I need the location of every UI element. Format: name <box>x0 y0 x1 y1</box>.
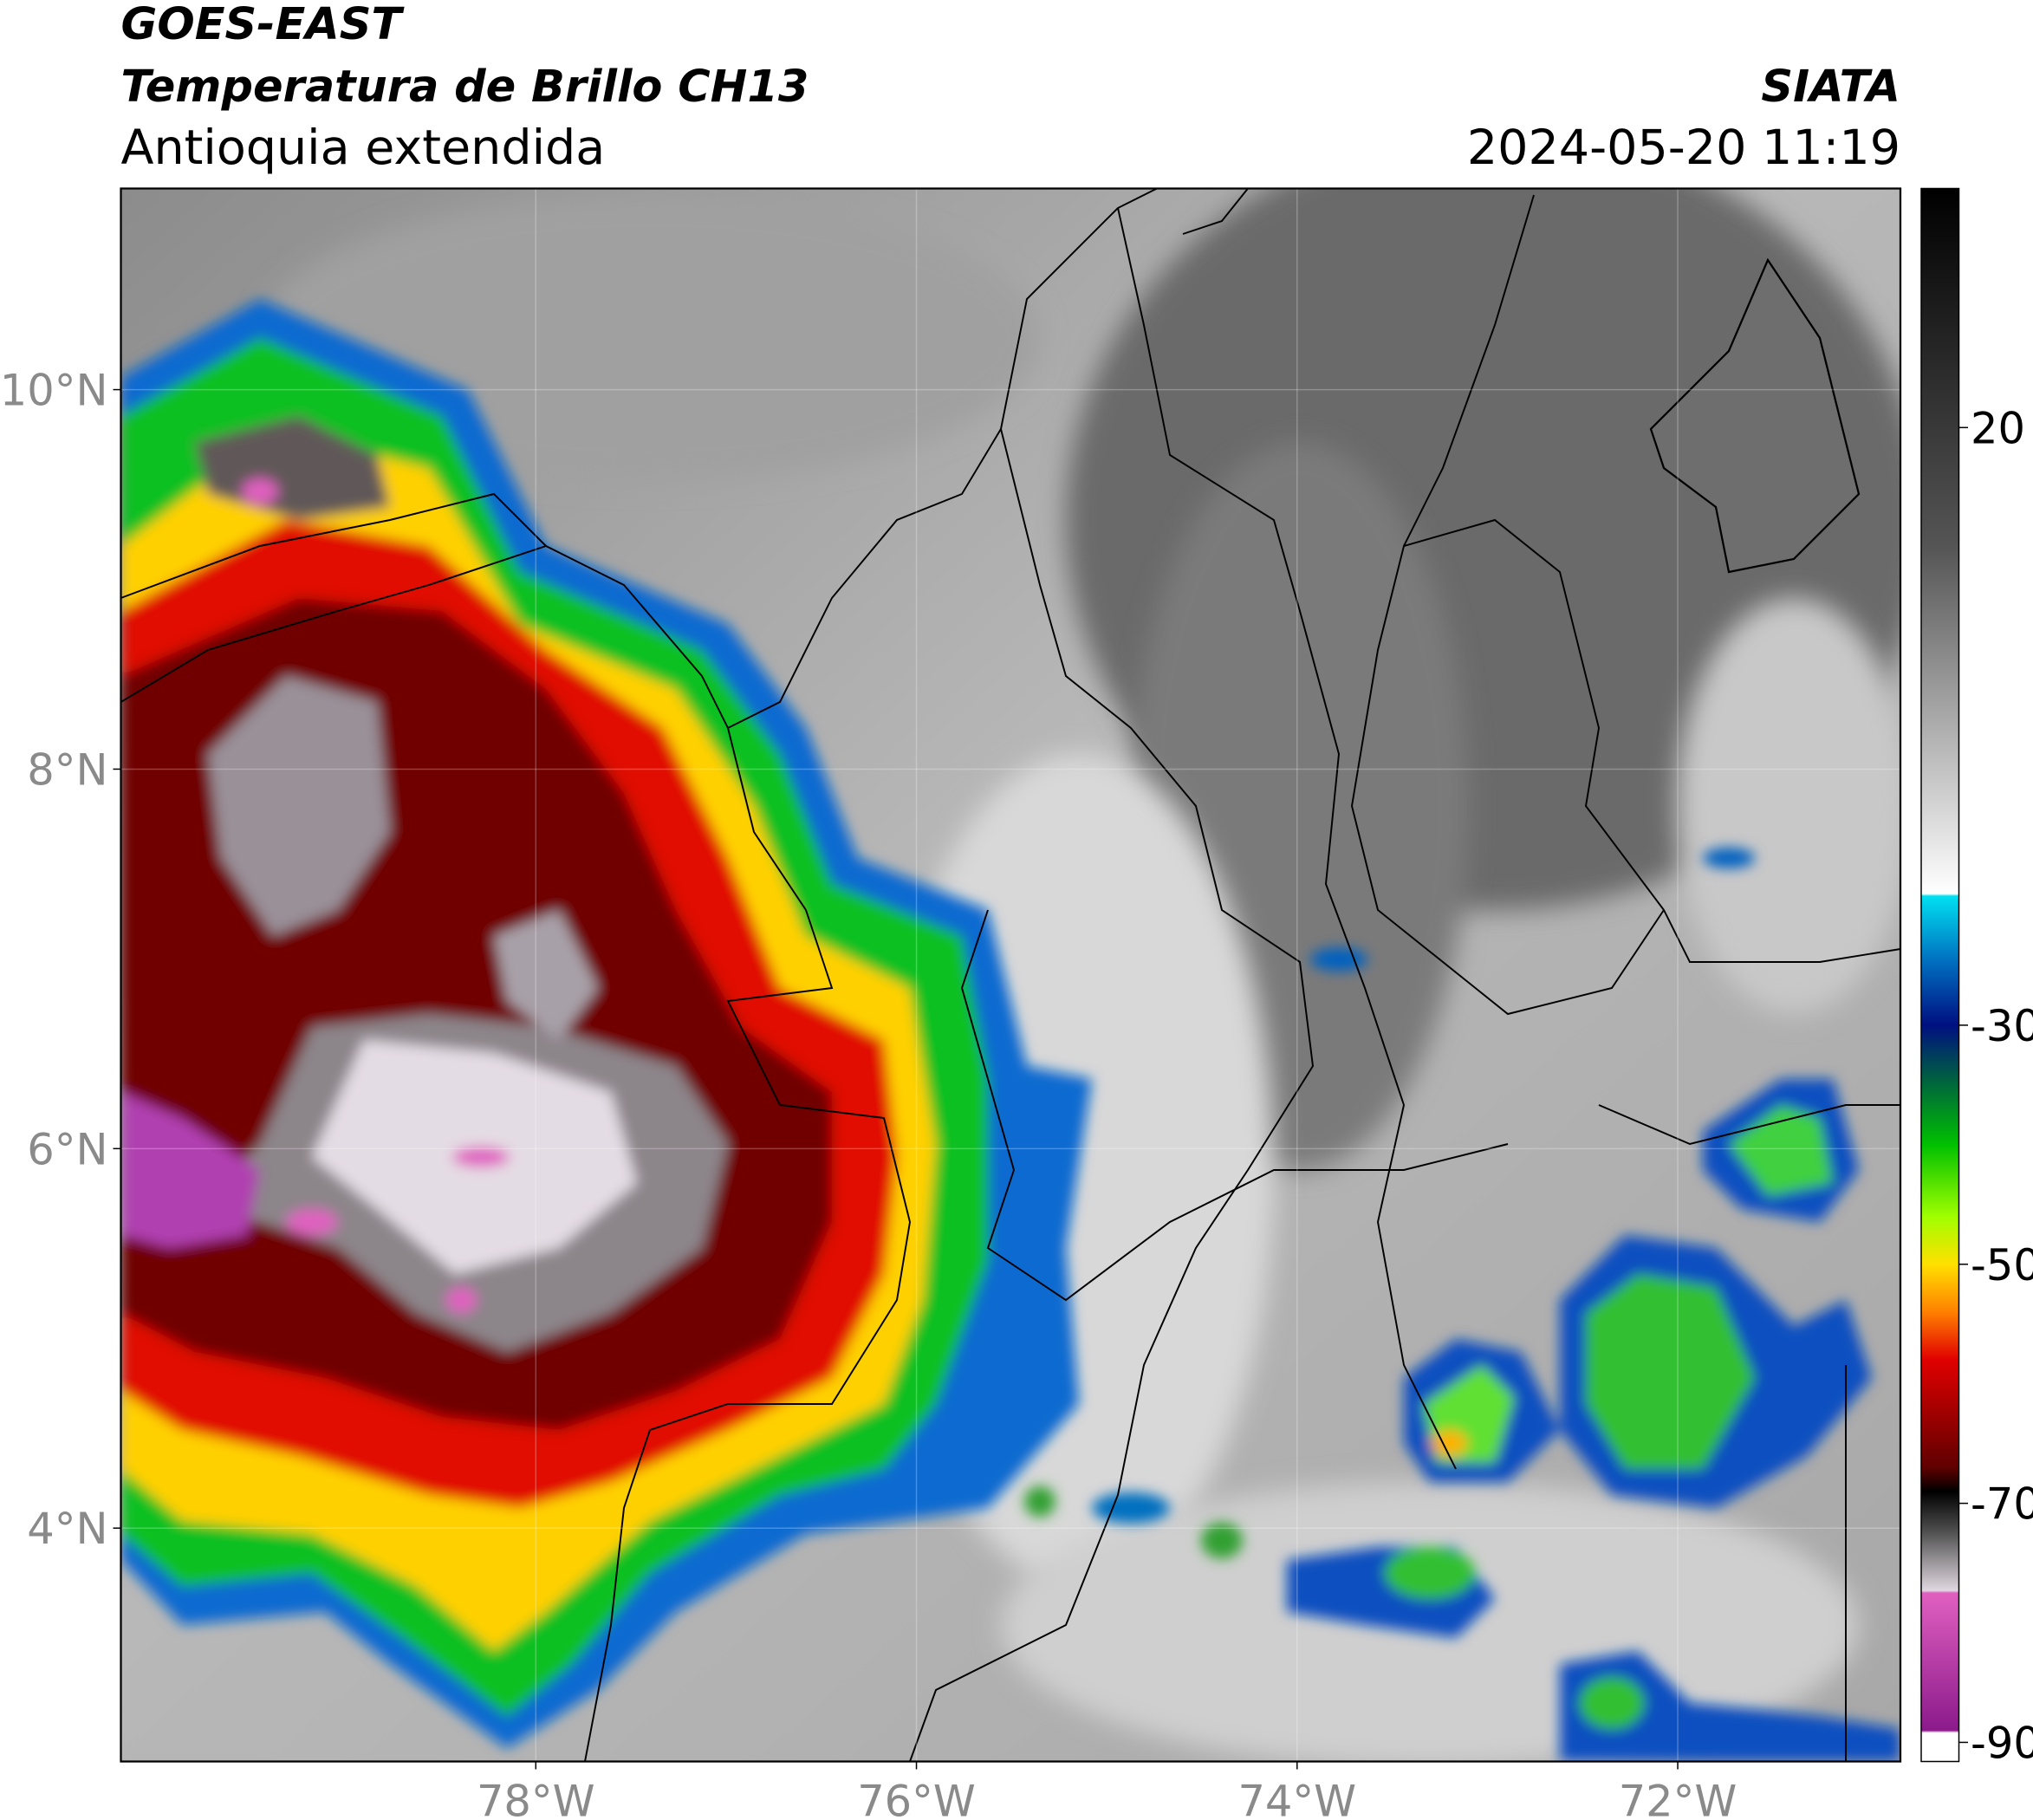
colorbar-tick-label: -50 <box>1971 1240 2033 1290</box>
subtitle: Temperatura de Brillo CH13 <box>121 62 809 113</box>
x-tick-label: 74°W <box>1237 1777 1356 1820</box>
y-tick-label: 6°N <box>27 1124 107 1174</box>
timestamp: 2024-05-20 11:19 <box>1467 120 1900 176</box>
x-tick-label: 76°W <box>857 1777 976 1820</box>
source: SIATA <box>1761 62 1900 113</box>
colorbar <box>1920 187 1960 1763</box>
x-tick-label: 78°W <box>477 1777 595 1820</box>
map-frame <box>120 187 1902 1763</box>
title: GOES-EAST <box>121 0 406 50</box>
x-tick-label: 72°W <box>1619 1777 1737 1820</box>
colorbar-tick-label: 20 <box>1971 403 2025 453</box>
colorbar-tick-label: -70 <box>1971 1479 2033 1530</box>
map-image <box>120 188 1900 1762</box>
y-tick-label: 8°N <box>27 744 107 795</box>
colorbar-tick-label: -90 <box>1971 1718 2033 1768</box>
grid <box>120 188 1900 1762</box>
y-tick-label: 10°N <box>0 366 108 416</box>
y-tick-label: 4°N <box>27 1504 107 1554</box>
region: Antioquia extendida <box>121 120 606 176</box>
colorbar-tick-label: -30 <box>1971 1001 2033 1051</box>
